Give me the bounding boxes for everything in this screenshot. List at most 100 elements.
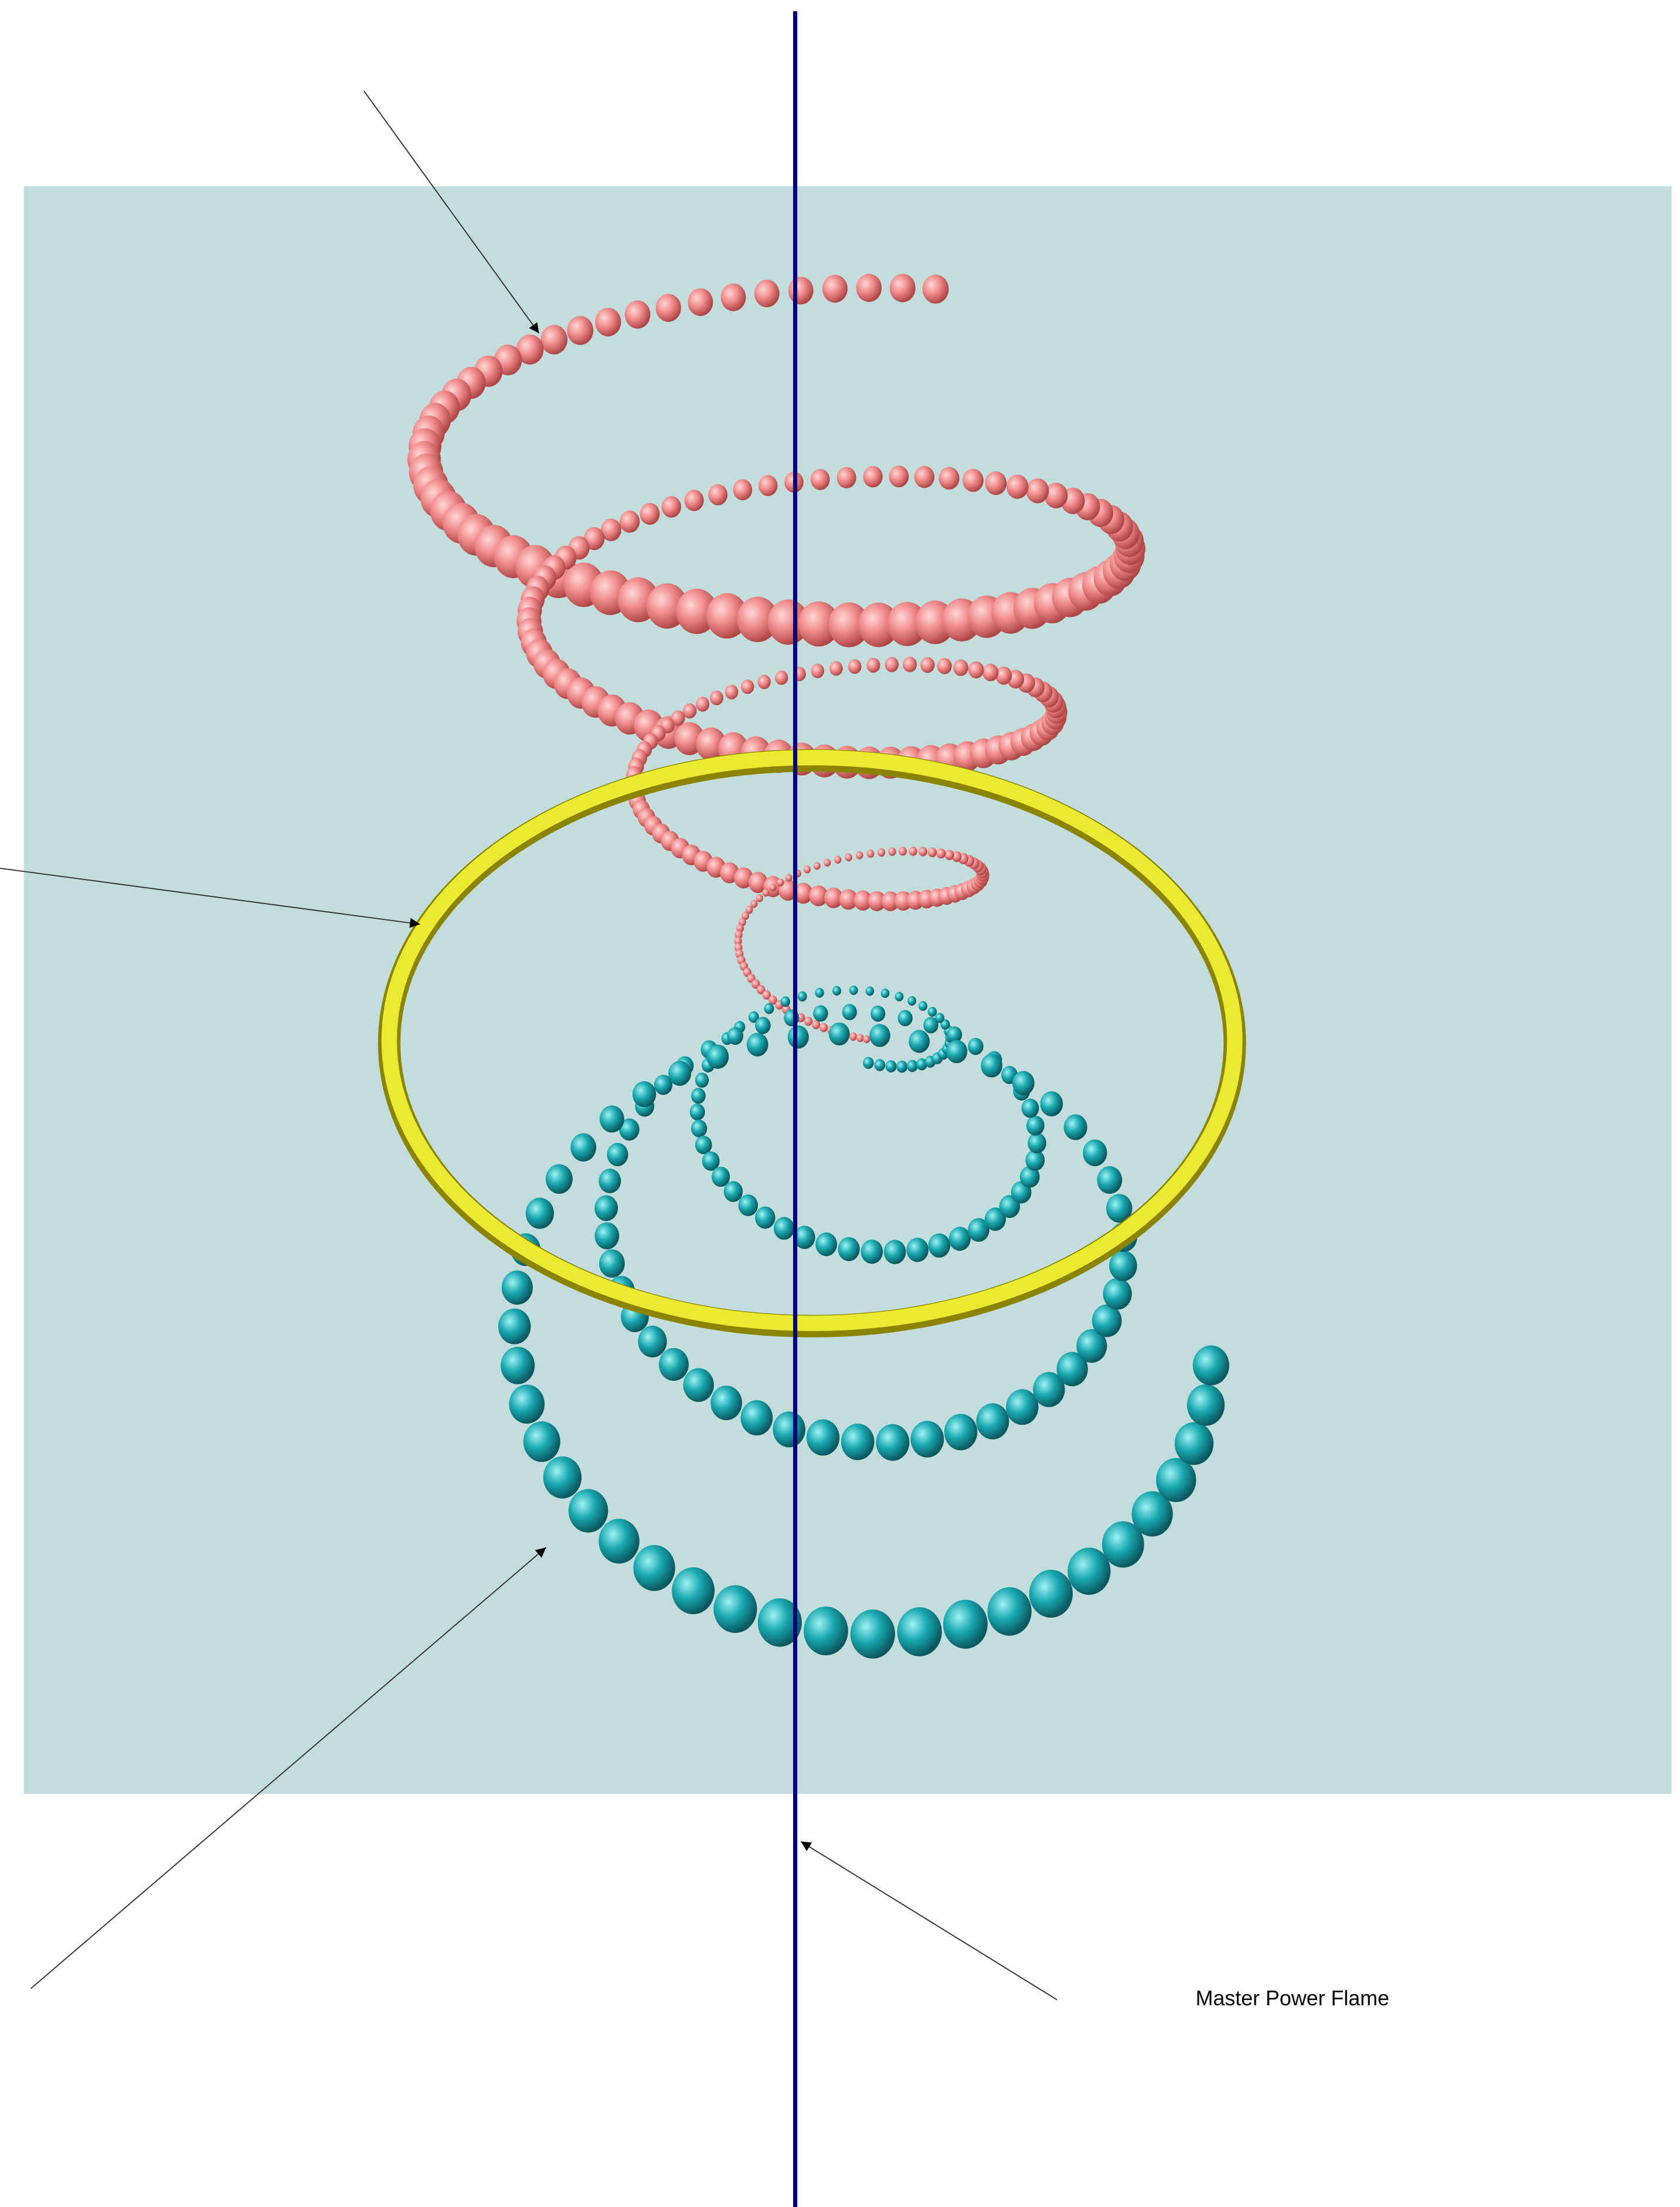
sphere <box>881 989 890 998</box>
sphere <box>683 704 697 719</box>
sphere <box>914 466 934 488</box>
sphere <box>804 865 811 873</box>
sphere <box>781 996 790 1007</box>
sphere <box>713 1585 757 1633</box>
sphere <box>594 1196 618 1221</box>
sphere <box>867 850 875 858</box>
sphere <box>757 675 770 690</box>
sphere <box>598 1519 640 1563</box>
sphere <box>819 1023 828 1032</box>
sphere <box>841 1424 875 1460</box>
sphere <box>910 1421 944 1458</box>
sphere <box>1040 1091 1063 1116</box>
sphere <box>889 466 909 487</box>
sphere <box>625 300 651 328</box>
sphere <box>695 1136 712 1155</box>
sphere <box>540 325 567 354</box>
page: Master Power Flame (() => { const data =… <box>0 0 1680 2207</box>
sphere <box>570 1133 596 1162</box>
sphere <box>656 294 681 322</box>
sphere <box>987 1587 1031 1636</box>
sphere <box>1193 1345 1229 1385</box>
sphere <box>620 511 640 533</box>
sphere <box>811 469 830 490</box>
sphere <box>1103 1278 1132 1310</box>
sphere <box>848 659 862 674</box>
sphere <box>788 1026 809 1049</box>
sphere <box>896 1061 907 1073</box>
sphere <box>909 1030 930 1052</box>
sphere <box>1006 1389 1038 1425</box>
sphere <box>849 986 858 995</box>
sphere <box>662 496 681 518</box>
sphere <box>690 1104 705 1121</box>
sphere <box>897 1607 942 1656</box>
sphere <box>928 1007 937 1017</box>
sphere <box>741 1400 773 1435</box>
sphere <box>837 467 856 488</box>
sphere <box>543 1456 581 1499</box>
sphere <box>685 490 704 511</box>
sphere <box>920 657 934 673</box>
sphere <box>707 1045 729 1069</box>
sphere <box>903 657 917 672</box>
sphere <box>755 1017 771 1034</box>
sphere <box>502 1271 533 1305</box>
sphere <box>741 680 754 694</box>
sphere <box>851 1610 895 1659</box>
sphere <box>813 1005 828 1021</box>
sphere <box>968 661 984 678</box>
sphere <box>888 847 896 856</box>
sphere <box>829 661 843 676</box>
sphere <box>886 1060 897 1072</box>
sphere <box>834 856 841 864</box>
sphere <box>814 862 821 870</box>
sphere <box>668 1061 691 1086</box>
sphere <box>1064 1115 1087 1140</box>
sphere <box>696 697 709 712</box>
sphere <box>812 1020 820 1029</box>
sphere <box>691 1120 707 1138</box>
sphere <box>1028 1133 1046 1153</box>
sphere <box>976 1403 1009 1439</box>
sphere <box>856 1034 864 1042</box>
leader-line <box>801 1842 1057 2000</box>
sphere <box>759 475 778 496</box>
sphere <box>898 1010 913 1027</box>
sphere <box>856 274 882 302</box>
sphere <box>509 1384 545 1424</box>
sphere <box>895 992 904 1001</box>
sphere <box>899 847 907 855</box>
sphere <box>811 664 824 678</box>
sphere <box>724 1181 743 1202</box>
sphere <box>869 1024 890 1047</box>
sphere <box>733 479 753 500</box>
sphere <box>691 1088 706 1104</box>
sphere <box>775 671 788 685</box>
sphere <box>526 1198 554 1229</box>
sphere <box>632 1081 656 1107</box>
sphere <box>727 1027 743 1045</box>
sphere <box>919 847 927 856</box>
sphere <box>747 1033 768 1056</box>
sphere <box>946 1040 967 1063</box>
sphere <box>937 658 952 674</box>
sphere <box>815 988 824 998</box>
sphere <box>1097 1166 1122 1194</box>
sphere <box>953 660 968 676</box>
sphere <box>832 986 841 995</box>
sphere <box>878 848 885 857</box>
sphere <box>607 1143 628 1166</box>
sphere <box>870 1006 885 1022</box>
sphere <box>1067 1547 1110 1595</box>
sphere <box>777 878 784 886</box>
sphere <box>567 316 593 345</box>
sphere <box>546 1164 573 1194</box>
sphere <box>863 1035 870 1044</box>
sphere <box>939 467 960 490</box>
sphere <box>923 274 949 303</box>
sphere <box>815 1232 837 1256</box>
sphere <box>824 859 831 867</box>
sphere <box>501 1347 535 1384</box>
sphere <box>1026 478 1049 504</box>
